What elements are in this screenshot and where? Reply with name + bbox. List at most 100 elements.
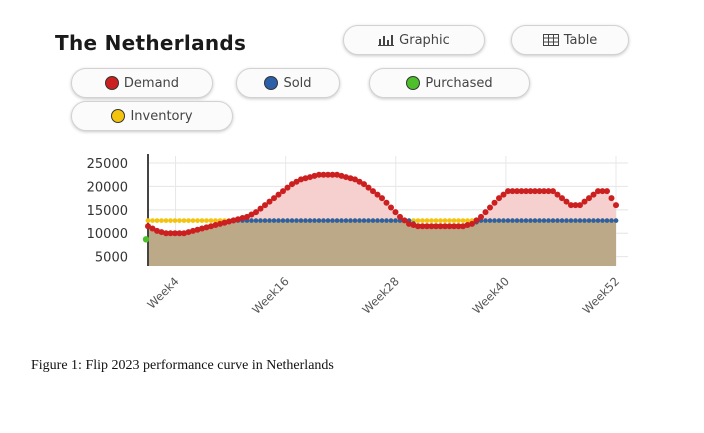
sold-point bbox=[357, 218, 362, 223]
sold-point bbox=[249, 218, 254, 223]
x-tick-label: Week28 bbox=[359, 274, 402, 317]
sold-point bbox=[379, 218, 385, 223]
sold-point bbox=[375, 218, 380, 223]
demand-point bbox=[275, 191, 282, 198]
sold-point bbox=[613, 218, 619, 223]
demand-point bbox=[235, 216, 241, 223]
inventory-point bbox=[447, 218, 452, 223]
demand-point bbox=[244, 213, 250, 220]
demand-point bbox=[230, 217, 237, 224]
demand-point bbox=[374, 191, 381, 198]
demand-point bbox=[203, 224, 210, 231]
graphic-view-label: Graphic bbox=[399, 32, 450, 48]
legend-toggle-purchased[interactable]: Purchased bbox=[369, 68, 530, 98]
sold-point bbox=[280, 218, 286, 223]
demand-point bbox=[608, 195, 615, 202]
demand-point bbox=[239, 215, 246, 222]
inventory-point bbox=[442, 218, 448, 223]
legend-toggle-inventory[interactable]: Inventory bbox=[71, 101, 233, 131]
sold-point bbox=[352, 218, 358, 223]
demand-point bbox=[433, 223, 439, 230]
demand-point bbox=[284, 184, 291, 191]
demand-point bbox=[257, 205, 264, 212]
demand-point bbox=[185, 229, 192, 236]
demand-point bbox=[532, 188, 538, 195]
inventory-point bbox=[465, 218, 470, 223]
sold-point bbox=[321, 218, 326, 223]
table-view-button[interactable]: Table bbox=[511, 25, 629, 55]
demand-point bbox=[500, 191, 507, 198]
graphic-view-button[interactable]: Graphic bbox=[343, 25, 485, 55]
demand-point bbox=[190, 227, 196, 234]
demand-point bbox=[334, 171, 340, 178]
demand-point bbox=[280, 188, 286, 195]
sold-point bbox=[393, 218, 398, 223]
sold-point bbox=[595, 218, 601, 223]
demand-point bbox=[559, 195, 565, 202]
sold-point bbox=[312, 218, 317, 223]
demand-point bbox=[266, 198, 273, 205]
sold-point bbox=[487, 218, 493, 223]
y-tick-label: 25000 bbox=[87, 157, 128, 172]
demand-point bbox=[586, 195, 592, 202]
sold-point bbox=[604, 218, 610, 223]
demand-point bbox=[383, 199, 390, 206]
sold-point bbox=[541, 218, 547, 223]
demand-point bbox=[397, 213, 403, 220]
inventory-point bbox=[429, 218, 434, 223]
legend-toggle-demand[interactable]: Demand bbox=[71, 68, 213, 98]
demand-point bbox=[536, 188, 543, 195]
bar-chart-icon bbox=[378, 35, 395, 46]
sold-point bbox=[483, 218, 488, 223]
demand-point bbox=[329, 171, 336, 178]
demand-point bbox=[518, 188, 525, 195]
demand-point bbox=[226, 218, 232, 225]
demand-point bbox=[316, 171, 322, 178]
demand-point bbox=[604, 188, 610, 195]
legend-toggle-sold[interactable]: Sold bbox=[236, 68, 340, 98]
demand-point bbox=[325, 171, 331, 178]
legend-label-inventory: Inventory bbox=[130, 108, 193, 124]
x-tick-label: Week40 bbox=[469, 274, 512, 317]
inventory-point bbox=[415, 218, 421, 223]
sold-point bbox=[370, 218, 376, 223]
inventory-point bbox=[172, 218, 178, 223]
demand-point bbox=[464, 222, 471, 229]
sold-point bbox=[384, 218, 389, 223]
sold-point bbox=[339, 218, 344, 223]
sold-point bbox=[303, 218, 308, 223]
sold-point bbox=[289, 218, 295, 223]
demand-point bbox=[469, 220, 475, 227]
demand-point bbox=[554, 191, 561, 198]
inventory-point bbox=[456, 218, 461, 223]
y-tick-label: 15000 bbox=[87, 204, 128, 219]
demand-point bbox=[509, 188, 516, 195]
demand-point bbox=[176, 230, 183, 237]
demand-point bbox=[293, 178, 300, 185]
demand-point bbox=[613, 202, 619, 209]
inventory-swatch-icon bbox=[111, 109, 126, 123]
inventory-point bbox=[150, 218, 155, 223]
purchased-point bbox=[142, 236, 150, 243]
inventory-point bbox=[177, 218, 182, 223]
demand-point bbox=[311, 172, 318, 179]
demand-point bbox=[406, 220, 412, 227]
sold-point bbox=[501, 218, 506, 223]
demand-point bbox=[401, 217, 408, 224]
demand-point bbox=[253, 209, 259, 216]
sold-point bbox=[555, 218, 560, 223]
demand-point bbox=[415, 223, 421, 230]
sold-point bbox=[262, 218, 268, 223]
demand-point bbox=[307, 174, 313, 181]
demand-point bbox=[487, 204, 493, 211]
demand-point bbox=[541, 188, 547, 195]
demand-point bbox=[482, 209, 489, 216]
demand-point bbox=[298, 176, 304, 183]
demand-point bbox=[437, 223, 444, 230]
x-tick-label: Week52 bbox=[580, 274, 623, 317]
sold-point bbox=[366, 218, 371, 223]
demand-point bbox=[199, 225, 205, 232]
demand-point bbox=[320, 171, 327, 178]
demand-point bbox=[419, 223, 426, 230]
sold-point bbox=[577, 218, 583, 223]
